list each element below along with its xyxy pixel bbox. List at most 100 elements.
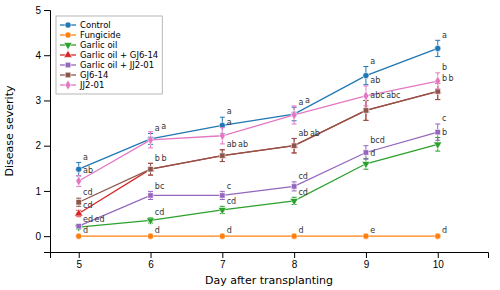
annotation: c bbox=[442, 114, 446, 123]
tick-label: 1 bbox=[35, 186, 41, 197]
error-bar bbox=[76, 198, 81, 206]
annotation: a bbox=[227, 118, 232, 127]
annotation: b bbox=[442, 63, 447, 72]
marker bbox=[363, 108, 368, 113]
marker bbox=[363, 72, 369, 78]
annotation: b bbox=[155, 154, 160, 163]
legend-item: Fungicide bbox=[60, 30, 121, 40]
marker bbox=[290, 198, 298, 205]
tick: 8 bbox=[292, 252, 298, 270]
annotation: e bbox=[370, 226, 375, 235]
legend-item: Garlic oil + JJ2-01 bbox=[60, 60, 154, 70]
legend-label: Garlic oil + GJ6-14 bbox=[80, 50, 158, 60]
annotation: bc bbox=[155, 182, 164, 191]
marker bbox=[291, 143, 296, 148]
tick: 5 bbox=[35, 5, 50, 16]
legend-label: Garlic oil + JJ2-01 bbox=[80, 60, 154, 70]
marker bbox=[76, 233, 82, 239]
marker bbox=[291, 233, 297, 239]
tick-label: 3 bbox=[35, 95, 41, 106]
marker bbox=[76, 176, 82, 186]
tick-mark bbox=[366, 252, 367, 258]
series-line bbox=[79, 144, 438, 227]
marker bbox=[148, 193, 153, 198]
legend-item: GJ6-14 bbox=[60, 70, 108, 80]
annotation: abc bbox=[386, 91, 400, 100]
legend-symbol bbox=[65, 80, 71, 90]
series-line bbox=[79, 91, 438, 213]
tick-label: 5 bbox=[76, 259, 82, 270]
tick-mark bbox=[151, 252, 152, 258]
annotation: abc bbox=[370, 91, 384, 100]
x-axis-title: Day after transplanting bbox=[205, 274, 333, 287]
tick: 9 bbox=[364, 252, 370, 270]
annotation: cd bbox=[83, 188, 92, 197]
error-bar bbox=[76, 162, 81, 176]
legend-symbol bbox=[64, 50, 72, 57]
annotation: b bbox=[161, 154, 166, 163]
series bbox=[76, 124, 440, 229]
tick: 6 bbox=[148, 252, 154, 270]
annotation: a bbox=[155, 124, 160, 133]
chart: 5678910012345aaaaaaddddededcdcdcddbcdbab… bbox=[0, 0, 500, 290]
series-line bbox=[79, 236, 438, 237]
annotation: a bbox=[83, 153, 88, 162]
annotation: d bbox=[227, 226, 232, 235]
legend-label: Control bbox=[80, 20, 111, 30]
series-line bbox=[79, 81, 438, 181]
marker bbox=[220, 193, 225, 198]
error-bar bbox=[292, 106, 297, 124]
tick-label: 2 bbox=[35, 140, 41, 151]
marker bbox=[435, 233, 441, 239]
y-axis-title: Disease severity bbox=[3, 85, 16, 176]
tick-mark bbox=[294, 252, 295, 258]
tick-mark bbox=[222, 252, 223, 258]
series bbox=[75, 83, 442, 216]
series-line bbox=[79, 132, 438, 226]
tick: 4 bbox=[35, 50, 50, 61]
annotation: ed bbox=[83, 215, 93, 224]
legend-label: GJ6-14 bbox=[80, 70, 108, 80]
tick-label: 0 bbox=[35, 231, 41, 242]
legend-item: Garlic oil bbox=[60, 40, 117, 50]
tick-label: 4 bbox=[35, 50, 41, 61]
error-bar bbox=[76, 176, 81, 187]
annotation: d bbox=[370, 149, 375, 158]
tick-mark bbox=[79, 252, 80, 258]
annotation: cd bbox=[83, 201, 92, 210]
annotation: cd bbox=[298, 188, 307, 197]
tick-mark bbox=[44, 191, 50, 192]
marker bbox=[148, 135, 154, 145]
legend-label: Garlic oil bbox=[80, 40, 117, 50]
axis-line bbox=[44, 11, 51, 253]
tick-label: 8 bbox=[292, 259, 298, 270]
plot: 5678910012345aaaaaaddddededcdcdcddbcdbab… bbox=[35, 5, 488, 270]
tick: 5 bbox=[76, 252, 82, 270]
annotation: ab bbox=[227, 140, 237, 149]
annotation: a bbox=[298, 98, 303, 107]
marker bbox=[75, 209, 83, 216]
tick-label: 9 bbox=[364, 259, 370, 270]
legend-item: Control bbox=[60, 20, 111, 30]
legend: ControlFungicideGarlic oilGarlic oil + G… bbox=[56, 16, 162, 94]
error-bar bbox=[363, 67, 368, 85]
tick: 1 bbox=[35, 186, 50, 197]
error-bar bbox=[363, 86, 368, 106]
annotation: d bbox=[155, 226, 160, 235]
marker bbox=[146, 218, 154, 225]
tick-mark bbox=[44, 55, 50, 56]
legend-item: JJ2-01 bbox=[60, 80, 104, 90]
annotation: a bbox=[161, 122, 166, 131]
annotation: ab bbox=[83, 166, 93, 175]
annotation: ab bbox=[310, 129, 320, 138]
tick: 10 bbox=[433, 252, 445, 270]
tick: 7 bbox=[220, 252, 226, 270]
tick: 2 bbox=[35, 140, 50, 151]
error-bar bbox=[148, 163, 153, 175]
marker bbox=[219, 233, 225, 239]
annotation: a bbox=[227, 107, 232, 116]
tick-mark bbox=[44, 10, 50, 11]
tick-mark bbox=[438, 252, 439, 258]
marker bbox=[434, 142, 442, 149]
error-bar bbox=[148, 163, 153, 175]
